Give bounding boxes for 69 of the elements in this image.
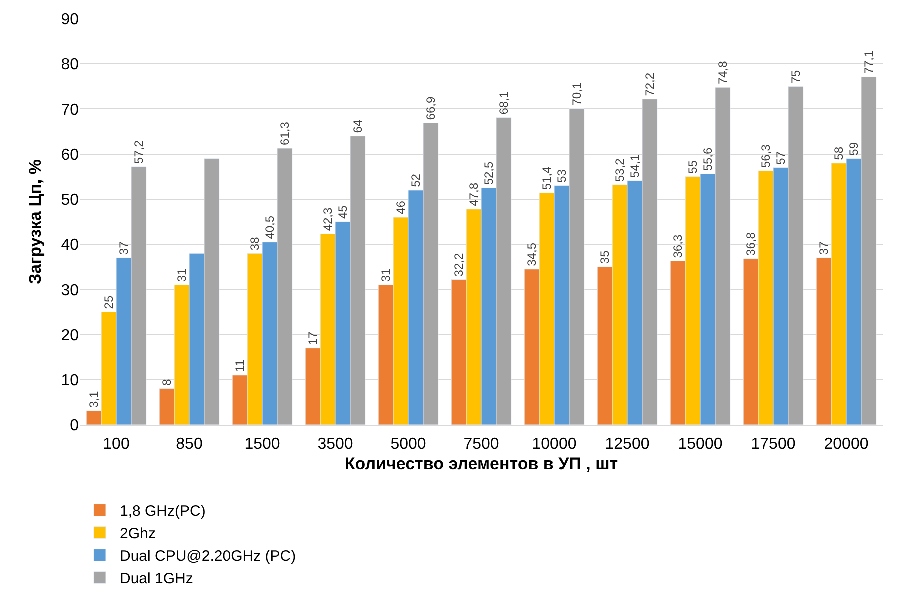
data-label: 37	[817, 241, 832, 256]
data-label: 72,2	[642, 72, 657, 96]
x-tick-label: 100	[103, 436, 130, 454]
x-tick-label: 3500	[318, 436, 354, 454]
x-axis-title: Количество элементов в УП , шт	[344, 454, 618, 474]
data-label: 55,6	[700, 148, 715, 172]
x-tick-label: 12500	[605, 436, 650, 454]
y-axis-title: Загрузка Цп, %	[26, 160, 45, 284]
y-tick-label: 50	[61, 192, 80, 210]
data-label: 55	[686, 160, 700, 174]
y-tick-label: 40	[61, 237, 80, 254]
data-label: 38	[248, 236, 262, 251]
data-label: 17	[306, 332, 320, 346]
y-tick-label: 0	[70, 418, 80, 435]
x-tick-label: 15000	[678, 436, 723, 454]
data-label: 56,3	[759, 144, 774, 168]
data-label: 32,2	[452, 253, 466, 277]
data-label: 47,8	[467, 182, 482, 206]
legend-label: Dual CPU@2.20GHz (PC)	[120, 548, 296, 566]
data-label: 57	[774, 151, 788, 165]
data-label: 46	[394, 200, 408, 214]
data-label: 37	[116, 241, 131, 256]
data-label: 40,5	[262, 216, 277, 240]
data-label: 59	[846, 142, 861, 156]
y-tick-label: 10	[61, 372, 80, 390]
x-tick-label: 850	[176, 436, 203, 454]
data-label: 58	[832, 146, 846, 160]
legend-label: 2Ghz	[120, 526, 156, 543]
data-label: 64	[350, 120, 365, 134]
data-label: 53,2	[613, 158, 628, 182]
data-label: 11	[233, 360, 248, 372]
y-tick-label: 20	[61, 327, 80, 344]
legend-label: Dual 1GHz	[120, 570, 194, 588]
data-label: 36,3	[671, 234, 686, 258]
y-tick-label: 90	[61, 12, 80, 29]
x-tick-label: 5000	[390, 436, 426, 454]
data-label: 34,5	[525, 242, 540, 266]
y-tick-label: 30	[61, 282, 80, 300]
data-label: 75	[788, 70, 803, 84]
data-label: 77,1	[862, 50, 876, 74]
x-tick-label: 10000	[532, 436, 577, 454]
data-label: 53	[554, 169, 569, 183]
data-label: 74,8	[716, 60, 730, 85]
data-label: 52	[408, 174, 423, 188]
data-label: 61,3	[278, 122, 292, 146]
data-label: 31	[379, 268, 394, 282]
x-tick-label: 20000	[824, 436, 869, 454]
legend-label: 1,8 GHz(PC)	[120, 503, 206, 520]
data-label: 51,4	[540, 166, 554, 190]
y-tick-label: 60	[61, 146, 80, 164]
data-label: 52,5	[482, 161, 496, 186]
y-tick-label: 80	[61, 56, 80, 74]
data-label: 31	[175, 268, 190, 282]
data-label: 3,1	[87, 391, 102, 408]
data-label: 68,1	[496, 91, 511, 115]
data-label: 35	[598, 250, 612, 264]
data-label: 54,1	[628, 154, 642, 178]
data-label: 36,8	[744, 232, 758, 256]
data-label: 57,2	[132, 140, 146, 164]
data-label: 66,9	[424, 96, 438, 120]
x-tick-label: 17500	[751, 436, 796, 454]
data-label: 70,1	[570, 82, 584, 106]
data-label: 42,3	[321, 208, 336, 232]
data-label: 45	[336, 205, 350, 219]
data-label: 8	[160, 378, 174, 386]
x-tick-label: 1500	[244, 436, 280, 454]
data-label: 25	[102, 296, 116, 310]
y-tick-label: 70	[61, 102, 80, 119]
x-tick-label: 7500	[464, 436, 500, 454]
